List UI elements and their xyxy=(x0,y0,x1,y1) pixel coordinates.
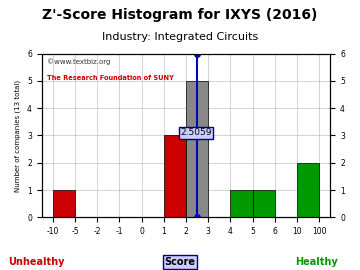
Text: 2.5059: 2.5059 xyxy=(180,129,212,137)
Text: Industry: Integrated Circuits: Industry: Integrated Circuits xyxy=(102,32,258,42)
Bar xyxy=(53,190,75,217)
Text: Healthy: Healthy xyxy=(296,257,338,267)
Bar xyxy=(186,81,208,217)
Bar xyxy=(164,136,186,217)
Text: ©www.textbiz.org: ©www.textbiz.org xyxy=(48,59,111,65)
Text: Z'-Score Histogram for IXYS (2016): Z'-Score Histogram for IXYS (2016) xyxy=(42,8,318,22)
Y-axis label: Number of companies (13 total): Number of companies (13 total) xyxy=(15,79,22,191)
Text: Unhealthy: Unhealthy xyxy=(8,257,64,267)
Bar xyxy=(230,190,253,217)
Text: The Research Foundation of SUNY: The Research Foundation of SUNY xyxy=(48,75,174,81)
Text: Score: Score xyxy=(165,257,195,267)
Bar xyxy=(253,190,275,217)
Bar xyxy=(297,163,319,217)
